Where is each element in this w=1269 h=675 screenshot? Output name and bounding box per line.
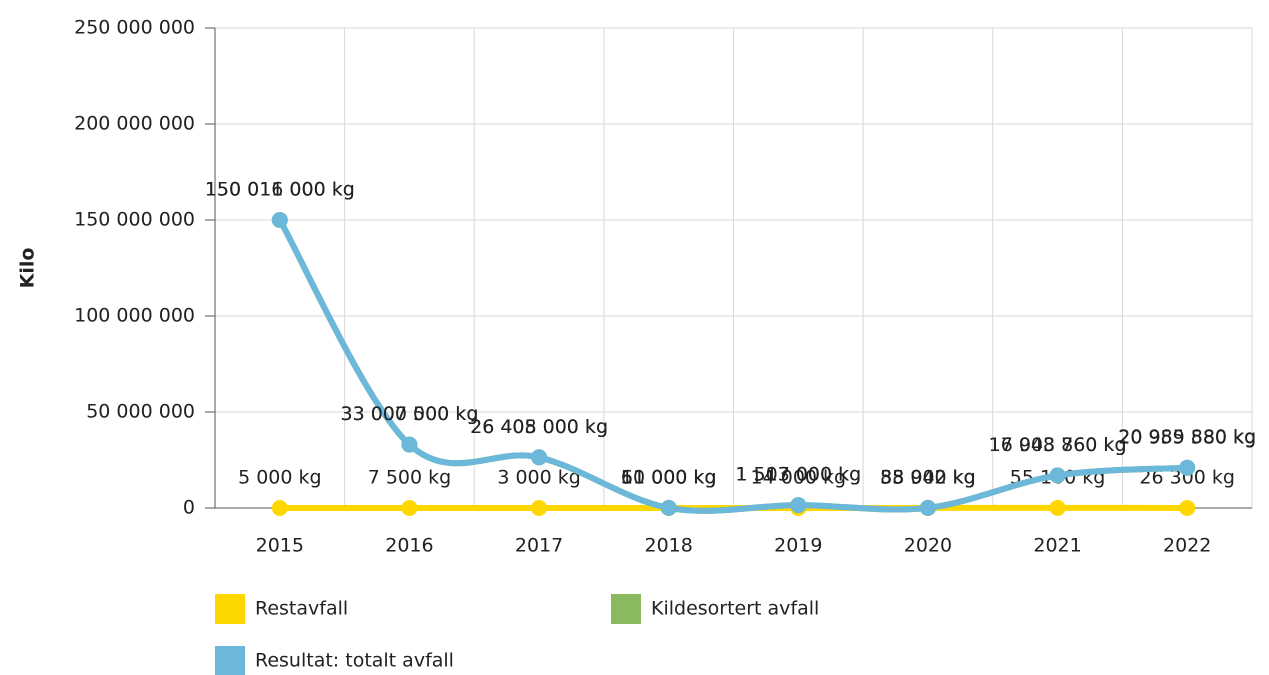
data-label: 150 016 000 kg: [205, 178, 355, 200]
y-tick-label: 150 000 000: [74, 209, 195, 231]
x-tick-label: 2022: [1163, 535, 1211, 557]
data-label: 50 000 kg: [621, 466, 717, 488]
data-point: [271, 211, 288, 228]
y-tick-label: 100 000 000: [74, 305, 195, 327]
legend-label: Kildesortert avfall: [651, 598, 819, 620]
data-point: [531, 449, 548, 466]
data-label: 26 408 000 kg: [470, 416, 608, 438]
data-label: 16 948 760 kg: [989, 434, 1127, 456]
data-label: 11 000 kg: [621, 466, 717, 488]
data-label: 88 942 kg: [880, 466, 976, 488]
data-label: 7 500 kg: [368, 466, 452, 488]
data-label: 20 959 580 kg: [1118, 426, 1256, 448]
y-tick-label: 200 000 000: [74, 113, 195, 135]
legend-swatch: [215, 646, 245, 675]
data-label: 26 405 000 kg: [470, 416, 608, 438]
y-tick-label: 250 000 000: [74, 17, 195, 39]
data-label: 5 000 kg: [238, 466, 322, 488]
legend-label: Resultat: totalt avfall: [255, 650, 454, 672]
data-point: [401, 436, 418, 453]
data-point: [919, 499, 936, 516]
data-label: 33 942 kg: [880, 466, 976, 488]
y-axis-title: Kilo: [17, 248, 39, 289]
x-tick-label: 2021: [1033, 535, 1081, 557]
data-label: 33 000 000 kg: [340, 403, 478, 425]
x-tick-label: 2017: [515, 535, 563, 557]
data-point: [1049, 467, 1066, 484]
data-point: [531, 499, 548, 516]
x-tick-label: 2015: [256, 535, 304, 557]
data-label: 1 517 000 kg: [735, 464, 861, 486]
data-point: [401, 499, 418, 516]
data-label: 1 503 000 kg: [735, 464, 861, 486]
legend-swatch: [611, 594, 641, 624]
x-tick-label: 2018: [645, 535, 693, 557]
x-tick-label: 2016: [385, 535, 433, 557]
data-label: 33 007 500 kg: [340, 403, 478, 425]
legend-swatch: [215, 594, 245, 624]
data-label: 17 003 860 kg: [989, 434, 1127, 456]
data-label: 61 000 kg: [621, 466, 717, 488]
data-point: [1179, 459, 1196, 476]
data-label: 3 000 kg: [497, 466, 581, 488]
data-point: [1049, 499, 1066, 516]
data-label: 55 000 kg: [880, 466, 976, 488]
legend-label: Restavfall: [255, 598, 348, 620]
data-point: [660, 499, 677, 516]
y-tick-label: 50 000 000: [86, 401, 195, 423]
data-point: [1179, 499, 1196, 516]
data-label: 26 300 kg: [1139, 466, 1235, 488]
data-point: [271, 499, 288, 516]
data-label: 20 985 880 kg: [1118, 426, 1256, 448]
y-tick-label: 0: [183, 497, 195, 519]
data-point: [790, 497, 807, 514]
data-label: 150 011 000 kg: [205, 178, 355, 200]
x-tick-label: 2020: [904, 535, 952, 557]
x-tick-label: 2019: [774, 535, 822, 557]
data-label: 14 000 kg: [751, 466, 847, 488]
